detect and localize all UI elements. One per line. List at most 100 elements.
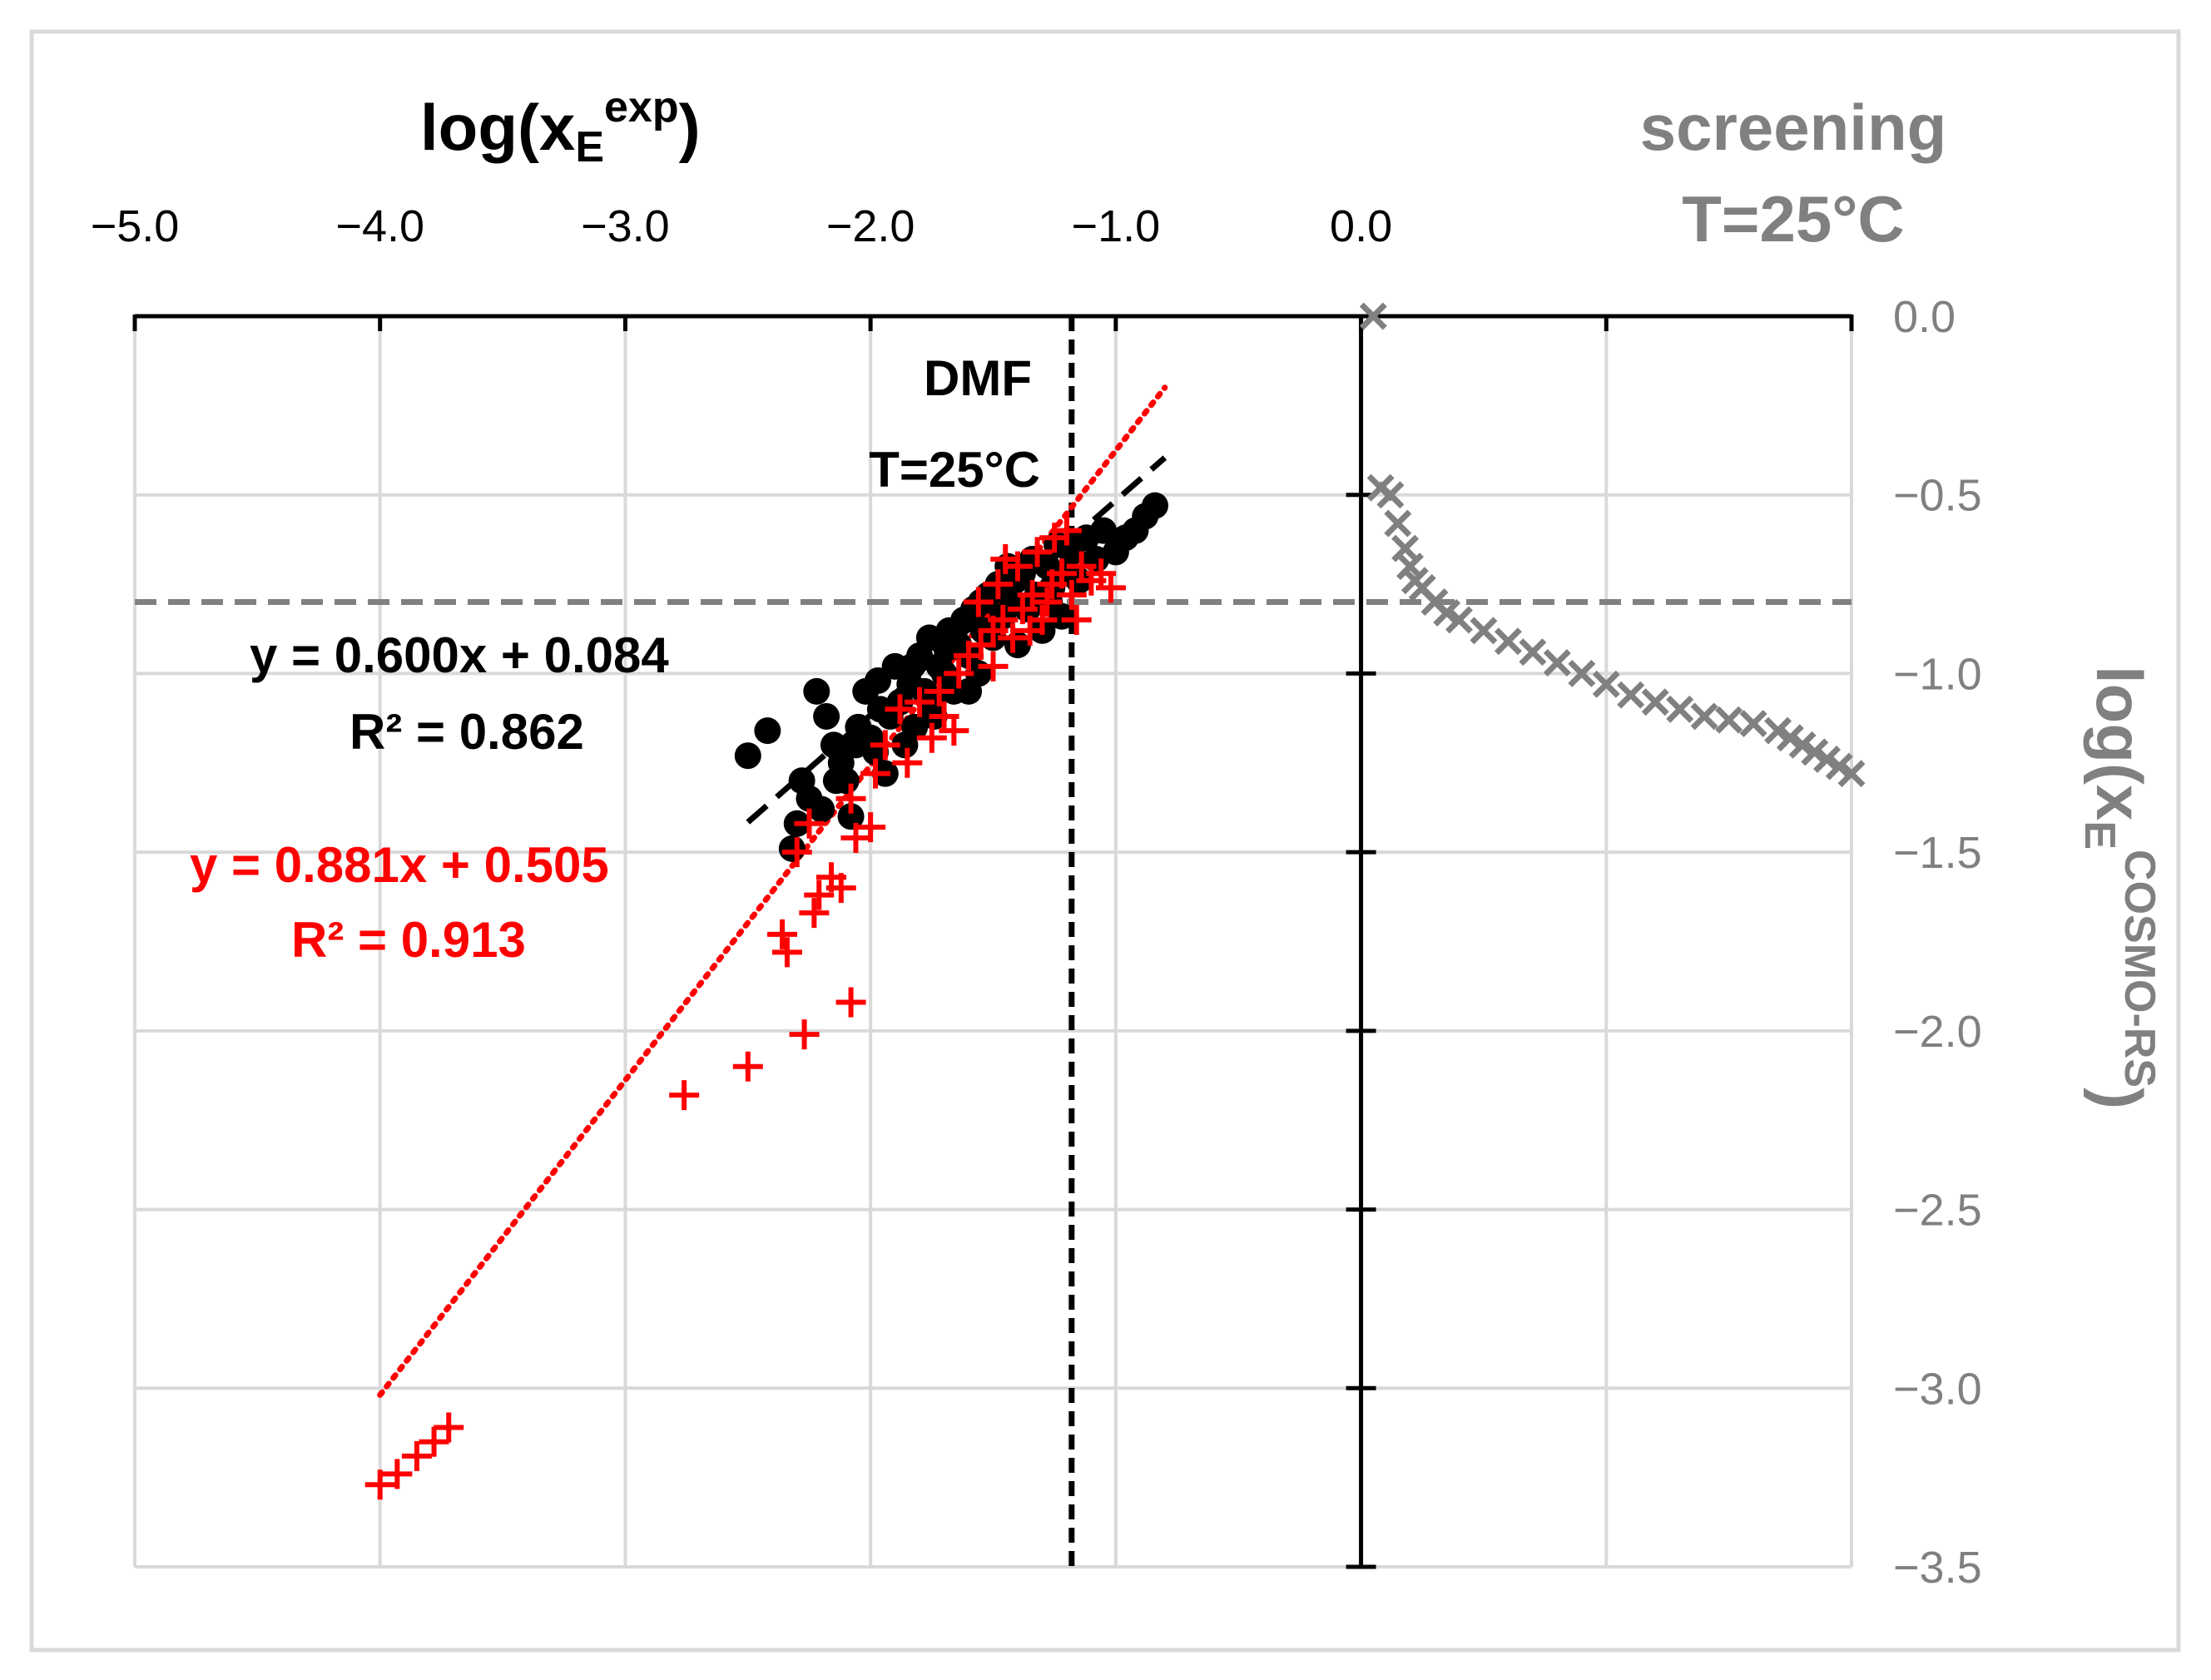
screening-label: screening	[1640, 91, 1946, 164]
cosmo-rs-point	[905, 686, 935, 717]
cosmo-rs-point	[794, 808, 825, 839]
screening-point	[1445, 606, 1473, 634]
experimental-point	[842, 731, 870, 759]
cosmo-rs-point	[781, 837, 812, 868]
y-axis-title-main: log(x	[2083, 666, 2156, 820]
screening-point	[1641, 688, 1669, 716]
data-points	[364, 302, 1866, 1500]
cosmo-rs-point	[771, 937, 802, 968]
x-axis-title-sub: E	[575, 123, 604, 171]
cosmo-rs-point	[944, 658, 974, 689]
x-tick-label: −5.0	[91, 201, 180, 251]
cosmo-rs-point	[963, 587, 994, 617]
x-tick-label: −2.0	[826, 201, 915, 251]
experimental-point	[754, 717, 781, 745]
cosmo-rs-point	[978, 651, 1009, 681]
cosmo-rs-point	[860, 758, 891, 789]
x-axis-title: log(xEexp)	[420, 83, 701, 171]
experimental-point	[899, 652, 926, 680]
experimental-point	[822, 767, 850, 795]
y-tick-label: 0.0	[1893, 292, 1956, 342]
axes	[132, 314, 1854, 1569]
experimental-point	[901, 713, 929, 741]
cosmo-rs-point	[983, 569, 1014, 600]
screening-point	[1384, 509, 1412, 538]
screening-point	[1568, 659, 1596, 687]
cosmo-rs-point	[924, 676, 954, 706]
experimental-point	[864, 667, 891, 695]
screening-point	[1592, 670, 1620, 698]
experimental-point	[734, 742, 761, 770]
x-axis-title-close: )	[679, 91, 701, 164]
cosmo-rs-point	[401, 1440, 432, 1471]
black-fit-r2: R² = 0.862	[349, 704, 584, 760]
cosmo-rs-point	[892, 747, 923, 778]
screening-point	[1739, 710, 1767, 738]
reference-lines	[135, 316, 1852, 1567]
cosmo-rs-point	[732, 1051, 763, 1082]
experimental-point	[813, 702, 840, 730]
black-fit-equation: y = 0.600x + 0.084	[250, 627, 669, 683]
y-tick-label: −0.5	[1893, 471, 1982, 521]
red-fit-r2: R² = 0.913	[291, 912, 526, 968]
cosmo-rs-point	[988, 605, 1019, 636]
cosmo-rs-point	[1017, 579, 1048, 610]
chart-frame	[29, 29, 2181, 1653]
x-tick-label: 0.0	[1330, 201, 1392, 251]
y-tick-label: −2.5	[1893, 1186, 1982, 1236]
x-axis-title-main: log(x	[420, 91, 575, 164]
cosmo-rs-point	[1051, 515, 1082, 546]
y-axis-title-close: )	[2083, 1088, 2156, 1109]
experimental-point	[803, 677, 830, 705]
screening-point	[1543, 649, 1571, 677]
cosmo-rs-point	[419, 1426, 449, 1457]
experimental-point	[933, 635, 960, 662]
x-tick-label: −4.0	[335, 201, 424, 251]
cosmo-rs-point	[885, 694, 915, 725]
experimental-point	[955, 677, 983, 705]
cosmo-rs-point	[998, 622, 1029, 653]
dmf-temperature: T=25°C	[869, 442, 1040, 498]
experimental-point	[1090, 517, 1118, 544]
cosmo-rs-point	[870, 730, 900, 761]
screening-point	[1666, 695, 1694, 723]
cosmo-rs-point	[669, 1080, 700, 1111]
screening-point	[1494, 627, 1522, 656]
experimental-point	[1142, 492, 1169, 519]
y-tick-label: −2.0	[1893, 1007, 1982, 1057]
y-tick-label: −1.0	[1893, 649, 1982, 699]
dmf-label: DMF	[924, 350, 1032, 406]
y-tick-label: −3.0	[1893, 1364, 1982, 1414]
cosmo-rs-point	[1022, 537, 1053, 567]
screening-point	[1376, 481, 1405, 509]
cosmo-rs-point	[364, 1469, 395, 1500]
tick-labels: −5.0 −4.0 −3.0 −2.0 −1.0 0.0 0.0 −0.5 −1.0 −1.5 −2…	[91, 201, 1982, 1593]
screening-point	[1837, 760, 1866, 788]
screening-temperature: T=25°C	[1682, 182, 1904, 255]
screening-point	[1617, 681, 1645, 709]
cosmo-rs-point	[434, 1412, 464, 1443]
cosmo-rs-point	[835, 783, 866, 814]
x-axis-title-sup: exp	[604, 83, 679, 131]
y-axis-title-sup: COSMO-RS	[2115, 850, 2164, 1088]
x-tick-label: −1.0	[1072, 201, 1161, 251]
screening-point	[1359, 302, 1387, 330]
cosmo-rs-point	[767, 919, 798, 949]
screening-point	[1519, 638, 1547, 667]
experimental-point	[808, 795, 835, 823]
cosmo-rs-point	[1047, 558, 1078, 589]
cosmo-rs-point	[1061, 605, 1092, 636]
screening-point	[1715, 706, 1743, 734]
cosmo-rs-point	[804, 880, 835, 910]
cosmo-rs-point	[1095, 572, 1126, 603]
cosmo-rs-point	[1032, 587, 1063, 617]
screening-point	[1470, 617, 1498, 645]
x-tick-label: −3.0	[581, 201, 670, 251]
cosmo-rs-point	[835, 987, 866, 1018]
experimental-point	[778, 835, 806, 862]
cosmo-rs-point	[1056, 579, 1087, 610]
cosmo-rs-point	[1014, 615, 1045, 646]
cosmo-rs-point	[916, 722, 947, 753]
red-fit-equation: y = 0.881x + 0.505	[190, 837, 609, 893]
